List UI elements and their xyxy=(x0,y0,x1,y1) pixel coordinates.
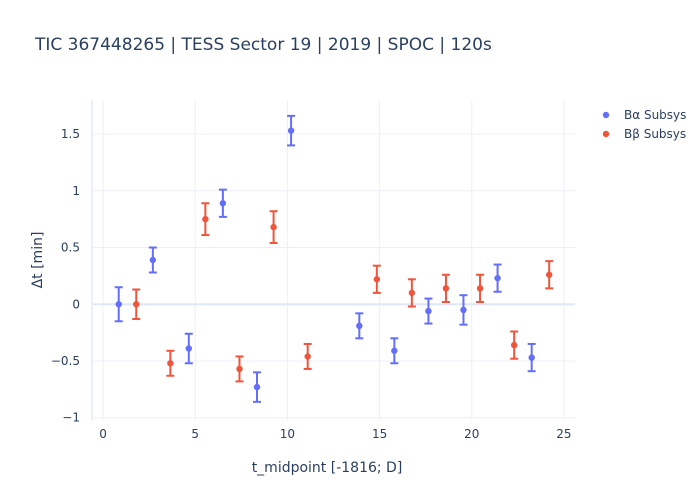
y-tick-label: 1.5 xyxy=(61,127,80,141)
x-tick-label: 5 xyxy=(191,427,199,441)
y-axis-title: Δt [min] xyxy=(30,232,46,289)
data-point[interactable] xyxy=(356,322,363,330)
y-tick-label: 0.5 xyxy=(61,241,80,255)
x-tick-label: 25 xyxy=(556,427,571,441)
x-axis-title: t_midpoint [-1816; D] xyxy=(252,460,403,476)
data-point[interactable] xyxy=(149,256,157,264)
data-point[interactable] xyxy=(494,274,501,282)
data-marks xyxy=(114,114,554,403)
axes: 0 5 10 15 20 25 −1 −0.5 0 0.5 1 1.5 xyxy=(51,127,572,441)
data-point[interactable] xyxy=(460,306,467,314)
series-1 xyxy=(132,202,554,383)
legend-item[interactable]: Bα Subsys xyxy=(602,108,687,122)
data-point[interactable] xyxy=(476,285,484,292)
data-point[interactable] xyxy=(219,200,227,207)
data-point[interactable] xyxy=(373,276,381,283)
series-0 xyxy=(114,114,536,403)
y-tick-label: −1 xyxy=(62,411,80,425)
data-point[interactable] xyxy=(167,360,174,367)
legend-item[interactable]: Bβ Subsys xyxy=(602,127,686,141)
x-tick-label: 15 xyxy=(372,427,387,441)
data-point[interactable] xyxy=(202,215,209,223)
grid xyxy=(91,100,575,420)
x-tick-label: 0 xyxy=(99,427,107,441)
data-point[interactable] xyxy=(253,383,261,391)
y-tick-label: 0 xyxy=(72,297,80,311)
legend-label: Bα Subsys xyxy=(624,108,686,122)
legend-marker-icon xyxy=(602,130,610,138)
x-tick-label: 20 xyxy=(464,427,479,441)
legend-label: Bβ Subsys xyxy=(624,127,686,141)
data-point[interactable] xyxy=(304,353,311,360)
data-point[interactable] xyxy=(510,341,518,349)
y-tick-label: −0.5 xyxy=(51,354,80,368)
data-point[interactable] xyxy=(391,347,398,354)
legend-marker-icon xyxy=(602,111,610,119)
data-point[interactable] xyxy=(185,345,192,352)
data-point[interactable] xyxy=(408,289,416,297)
x-tick-label: 10 xyxy=(280,427,295,441)
chart-title: TIC 367448265 | TESS Sector 19 | 2019 | … xyxy=(34,35,492,55)
data-point[interactable] xyxy=(115,301,122,308)
y-tick-label: 1 xyxy=(72,184,80,198)
data-point[interactable] xyxy=(287,127,295,134)
data-point[interactable] xyxy=(528,354,535,361)
legend[interactable]: Bα Subsys Bβ Subsys xyxy=(602,108,687,141)
data-point[interactable] xyxy=(425,307,432,315)
data-point[interactable] xyxy=(545,271,553,278)
data-point[interactable] xyxy=(133,301,140,308)
data-point[interactable] xyxy=(442,285,450,292)
data-point[interactable] xyxy=(236,365,243,373)
data-point[interactable] xyxy=(270,223,277,231)
